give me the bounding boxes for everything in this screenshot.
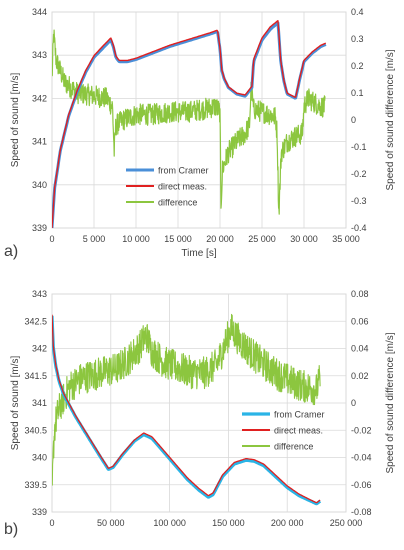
y2-tick-label: 0.3 [351,34,364,44]
y-tick-label: 343 [32,289,47,299]
y-tick-label: 340.5 [24,425,47,435]
y2-tick-label: 0.2 [351,61,364,71]
x-tick-label: 200 000 [271,518,304,528]
y-tick-label: 344 [32,7,47,17]
y2-tick-label: -0.4 [351,223,367,233]
legend: from Cramer direct meas. difference [126,166,209,208]
chart-panel-1: 0 5 000 10 000 15 000 20 000 25 000 30 000 35 0… [4,7,396,260]
y2-tick-label: 0.06 [351,316,369,326]
y2-tick-label: 0.04 [351,344,369,354]
legend-label: from Cramer [158,166,209,176]
x-axis-title: Time [s] [181,248,216,259]
legend-label: from Cramer [274,410,325,420]
y2-tick-label: 0.02 [351,371,369,381]
legend-label: difference [158,198,197,208]
x-tick-label: 50 000 [97,518,125,528]
y-tick-label: 340 [32,453,47,463]
y2-tick-label: -0.08 [351,507,372,517]
y-tick-label: 342.5 [24,316,47,326]
y2-tick-label: -0.02 [351,425,372,435]
legend: from Cramer direct meas. difference [242,410,325,452]
y-axis-title: Speed of sound [m/s] [10,73,21,168]
legend-label: direct meas. [158,182,207,192]
x-tick-label: 150 000 [212,518,245,528]
y2-tick-label: -0.04 [351,453,372,463]
y2-tick-label: 0.08 [351,289,369,299]
y2-tick-label: 0.4 [351,7,364,17]
y-axis-title: Speed of sound [m/s] [10,356,21,451]
series-line-direct-meas- [52,314,321,504]
y-tick-label: 343 [32,50,47,60]
y-tick-label: 341 [32,398,47,408]
x-tick-label: 100 000 [153,518,186,528]
y-tick-label: 342 [32,93,47,103]
y-tick-label: 339.5 [24,480,47,490]
y2-tick-label: 0 [351,115,356,125]
x-tick-label: 10 000 [122,234,150,244]
x-tick-label: 250 000 [330,518,363,528]
y-tick-label: 341.5 [24,371,47,381]
y-tick-label: 341 [32,137,47,147]
y2-tick-label: 0.1 [351,88,364,98]
x-tick-label: 35 000 [332,234,360,244]
plot-layer [52,20,327,228]
y2-tick-label: -0.06 [351,480,372,490]
panel-label: b) [4,521,18,538]
x-tick-label: 0 [49,518,54,528]
y2-tick-label: -0.2 [351,169,367,179]
plot-layer [52,313,322,506]
x-tick-label: 20 000 [206,234,234,244]
y2-axis-title: Speed of sound difference [m/s] [385,332,396,473]
y2-tick-label: -0.1 [351,142,367,152]
y2-tick-label: 0 [351,398,356,408]
x-tick-label: 25 000 [248,234,276,244]
series-line-difference [52,29,326,215]
y-tick-label: 340 [32,180,47,190]
legend-label: direct meas. [274,426,323,436]
x-tick-label: 0 [49,234,54,244]
y-tick-label: 342 [32,344,47,354]
legend-label: difference [274,442,313,452]
series-line-direct-meas- [52,20,327,228]
y-tick-label: 339 [32,223,47,233]
x-tick-label: 30 000 [290,234,318,244]
series-line-difference [52,313,321,486]
y2-tick-label: -0.3 [351,196,367,206]
y2-axis-title: Speed of sound difference [m/s] [385,49,396,190]
chart-panel-2: 0 50 000 100 000 150 000 200 000 250 000 339 33… [4,289,396,538]
y-tick-label: 339 [32,507,47,517]
panel-label: a) [4,243,18,260]
x-tick-label: 5 000 [83,234,106,244]
x-tick-label: 15 000 [164,234,192,244]
